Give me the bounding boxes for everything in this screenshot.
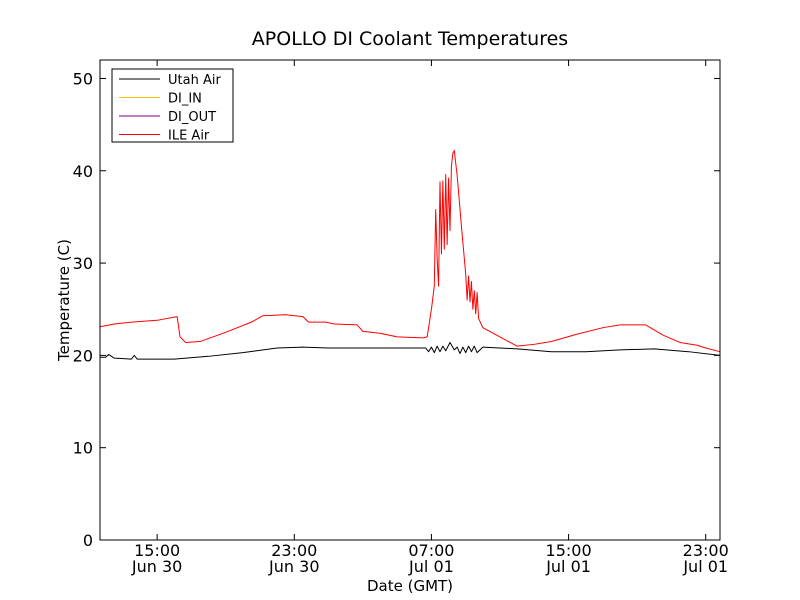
series-line-ile-air xyxy=(99,149,721,353)
x-tick-label-date: Jul 01 xyxy=(408,557,454,576)
y-axis-label: Temperature (C) xyxy=(55,239,73,362)
legend-label-ile-air: ILE Air xyxy=(168,129,210,144)
x-tick-label-time: 23:00 xyxy=(271,541,317,560)
legend-label-utah-air: Utah Air xyxy=(168,73,221,88)
series-layer xyxy=(99,149,721,360)
y-tick-label: 10 xyxy=(73,439,93,458)
x-tick-label-date: Jun 30 xyxy=(131,557,182,576)
legend-label-di-in: DI_IN xyxy=(168,92,202,107)
y-tick-label: 30 xyxy=(73,254,93,273)
legend: Utah Air DI_IN DI_OUT ILE Air xyxy=(111,68,234,144)
series-line-utah-air xyxy=(100,341,721,360)
y-tick-label: 50 xyxy=(73,69,93,88)
y-tick-label: 40 xyxy=(73,162,93,181)
x-axis-label: Date (GMT) xyxy=(367,577,453,595)
x-tick-label-time: 23:00 xyxy=(683,541,729,560)
x-tick-label-time: 07:00 xyxy=(408,541,454,560)
legend-label-di-out: DI_OUT xyxy=(168,110,216,125)
y-tick-label: 0 xyxy=(83,531,93,550)
x-tick-label-date: Jul 01 xyxy=(545,557,591,576)
x-tick-label-date: Jul 01 xyxy=(682,557,728,576)
plot-frame xyxy=(99,59,721,541)
x-tick-label-time: 15:00 xyxy=(546,541,592,560)
chart-title: APOLLO DI Coolant Temperatures xyxy=(252,28,568,50)
legend-box xyxy=(111,68,234,143)
x-tick-label-date: Jun 30 xyxy=(268,557,319,576)
y-tick-label: 20 xyxy=(73,346,93,365)
x-tick-label-time: 15:00 xyxy=(134,541,180,560)
